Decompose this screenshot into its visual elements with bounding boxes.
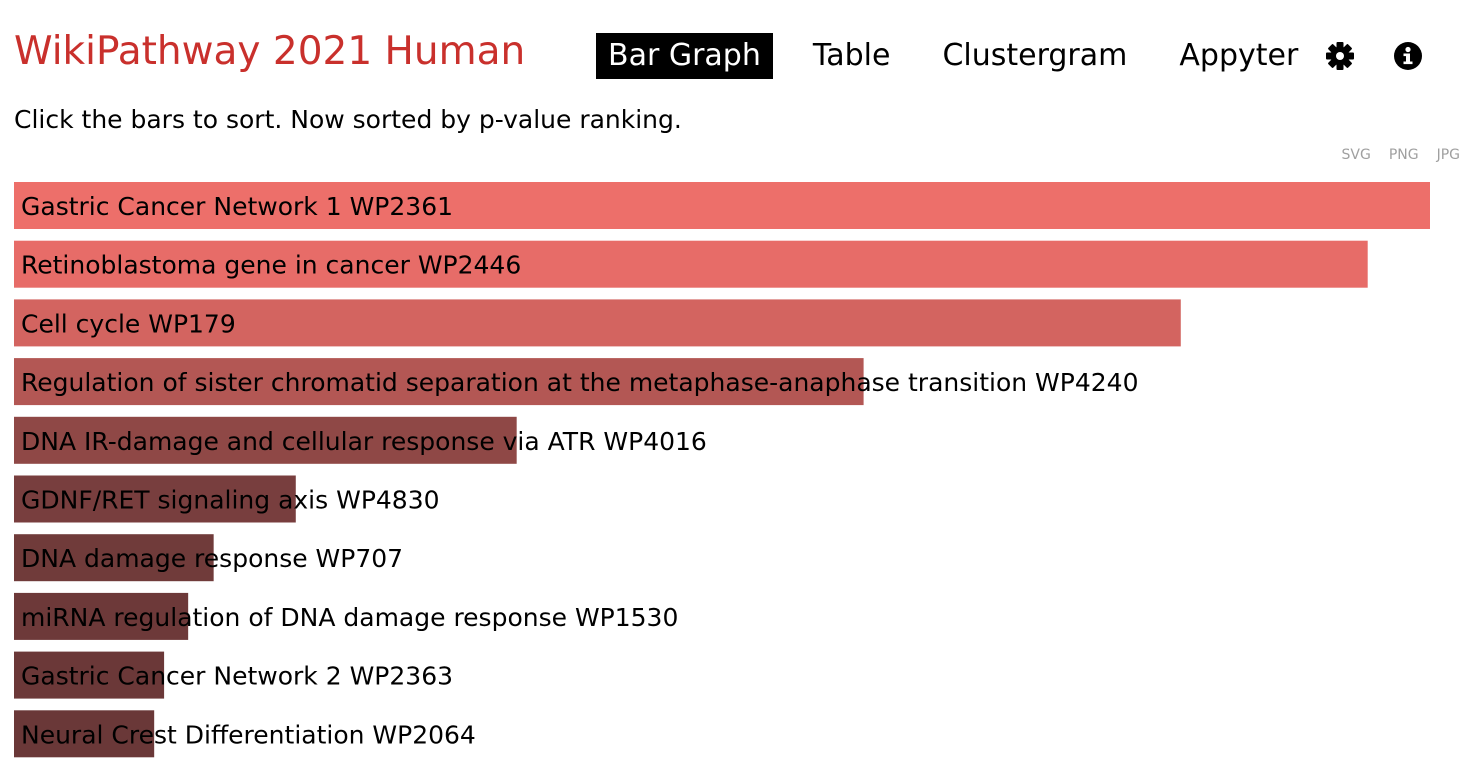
bar[interactable]	[14, 240, 1368, 288]
bar-row[interactable]: Cell cycle WP179	[14, 299, 1181, 347]
bar[interactable]	[14, 182, 1430, 229]
bar-label: DNA damage response WP707	[21, 544, 403, 573]
bar[interactable]	[14, 651, 165, 699]
bar[interactable]	[14, 299, 1181, 347]
export-links: SVG PNG JPG	[1342, 147, 1461, 163]
tab-clustergram[interactable]: Clustergram	[942, 38, 1128, 73]
tab-table[interactable]: Table	[812, 38, 891, 73]
bar-row[interactable]: Neural Crest Differentiation WP2064	[14, 710, 476, 758]
bar-label: Gastric Cancer Network 1 WP2361	[21, 192, 453, 221]
bar-row[interactable]: Retinoblastoma gene in cancer WP2446	[14, 240, 1368, 288]
bar-chart: Gastric Cancer Network 1 WP2361 Retinobla…	[14, 182, 1430, 758]
bar[interactable]	[14, 534, 214, 582]
view-tabs: Bar Graph Table Clustergram Appyter	[596, 33, 1310, 79]
export-svg-link[interactable]: SVG	[1341, 147, 1371, 163]
bar-label: Regulation of sister chromatid separatio…	[21, 368, 1138, 397]
bar-label: GDNF/RET signaling axis WP4830	[21, 486, 440, 515]
bar-row[interactable]: Gastric Cancer Network 1 WP2361	[14, 182, 1430, 229]
bar-row[interactable]: DNA IR-damage and cellular response via …	[14, 416, 707, 464]
bar[interactable]	[14, 475, 296, 523]
export-png-link[interactable]: PNG	[1388, 147, 1419, 163]
bar-row[interactable]: miRNA regulation of DNA damage response …	[14, 592, 678, 640]
export-jpg-link[interactable]: JPG	[1436, 147, 1460, 163]
bar[interactable]	[14, 416, 517, 464]
bar-row[interactable]: Regulation of sister chromatid separatio…	[14, 358, 1138, 406]
bar-label: miRNA regulation of DNA damage response …	[21, 603, 678, 632]
bar-label: Retinoblastoma gene in cancer WP2446	[21, 251, 521, 280]
bar-label: DNA IR-damage and cellular response via …	[21, 427, 707, 456]
bar-label: Neural Crest Differentiation WP2064	[21, 720, 476, 749]
tab-appyter[interactable]: Appyter	[1179, 38, 1299, 73]
tab-bar-graph[interactable]: Bar Graph	[596, 33, 773, 79]
sort-instruction: Click the bars to sort. Now sorted by p-…	[14, 105, 682, 134]
gear-icon[interactable]	[1324, 40, 1356, 72]
bar-label: Cell cycle WP179	[21, 309, 236, 338]
library-title: WikiPathway 2021 Human	[14, 29, 526, 74]
info-icon[interactable]	[1392, 40, 1424, 72]
bar-row[interactable]: Gastric Cancer Network 2 WP2363	[14, 651, 453, 699]
bar-row[interactable]: GDNF/RET signaling axis WP4830	[14, 475, 440, 523]
bar[interactable]	[14, 358, 864, 406]
bar-label: Gastric Cancer Network 2 WP2363	[21, 662, 453, 691]
bar[interactable]	[14, 710, 155, 758]
bar[interactable]	[14, 592, 189, 640]
bar-row[interactable]: DNA damage response WP707	[14, 534, 403, 582]
